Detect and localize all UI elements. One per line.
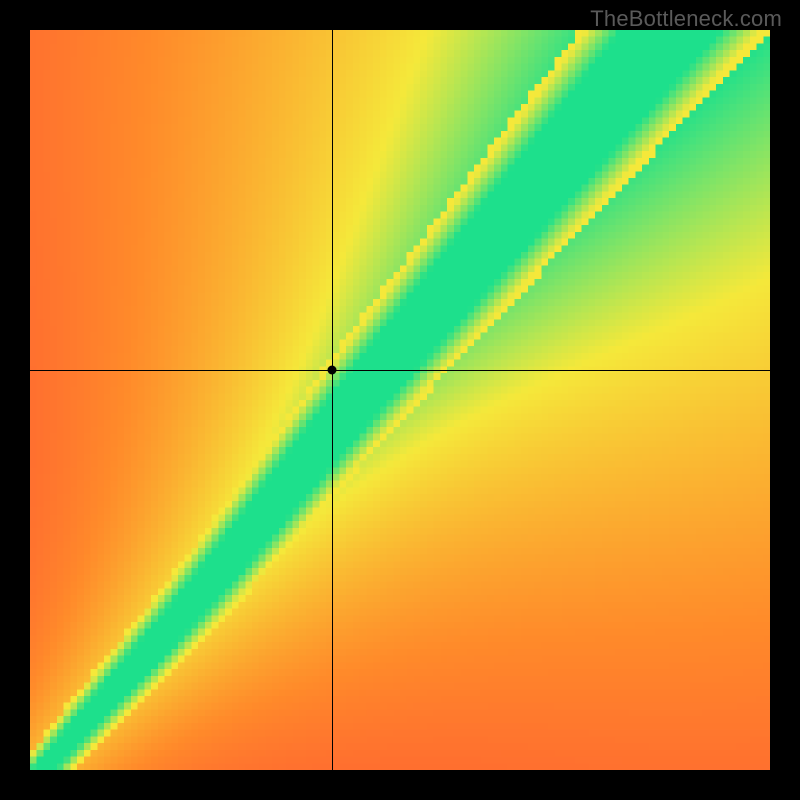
chart-container: TheBottleneck.com — [0, 0, 800, 800]
heatmap-canvas — [30, 30, 770, 770]
watermark-text: TheBottleneck.com — [590, 6, 782, 32]
crosshair-vertical — [332, 30, 333, 770]
crosshair-marker — [327, 366, 336, 375]
crosshair-horizontal — [30, 370, 770, 371]
